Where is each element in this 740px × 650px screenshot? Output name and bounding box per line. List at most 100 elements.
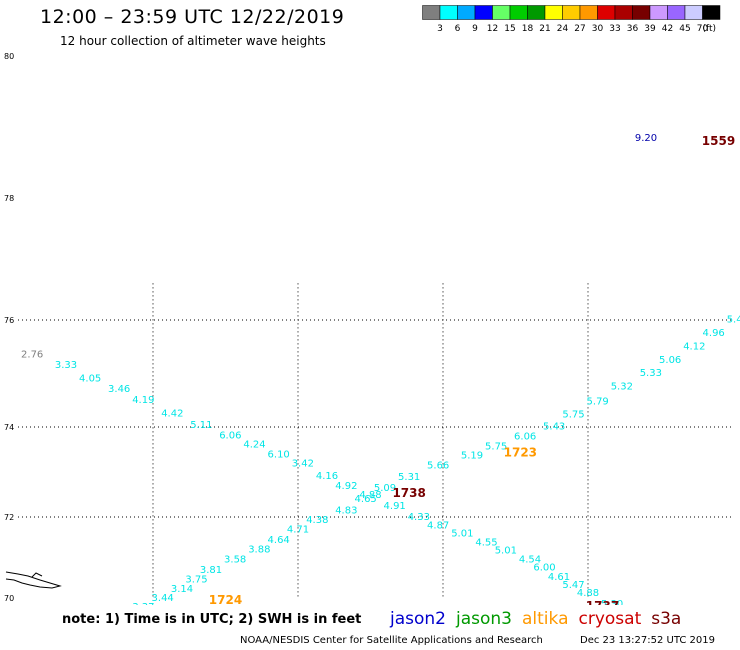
chart-title: 12:00 – 23:59 UTC 12/22/2019 <box>40 6 345 28</box>
wave-height-colorbar: 3 6 9 12 15 18 21 24 27 30 33 36 39 42 45 70(ft) <box>422 5 721 34</box>
wave-height-value: 5.06 <box>659 355 681 366</box>
pass-time-label: 1738 <box>392 486 425 500</box>
mission-cryosat: cryosat <box>578 609 642 629</box>
x-tick-label: 45 <box>728 604 738 605</box>
colorbar-label: 24 <box>557 24 569 34</box>
wave-height-value: 5.75 <box>485 442 507 453</box>
wave-height-value: 4.64 <box>268 535 290 546</box>
colorbar-label: 45 <box>679 24 690 34</box>
colorbar-swatch <box>702 5 721 20</box>
x-tick-label: 36 <box>293 604 303 605</box>
mission-altika: altika <box>522 609 569 629</box>
colorbar-label: 27 <box>574 24 585 34</box>
chart-subtitle: 12 hour collection of altimeter wave hei… <box>60 34 326 48</box>
colorbar-label: 42 <box>662 24 673 34</box>
wave-height-value: 4.16 <box>316 471 338 482</box>
wave-height-value: 3.42 <box>292 459 314 470</box>
wave-height-value: 5.01 <box>451 528 473 539</box>
wave-height-value: 4.87 <box>427 520 449 531</box>
wave-height-value: 4.83 <box>335 505 357 516</box>
wave-height-value: 4.55 <box>475 537 497 548</box>
colorbar-label: 36 <box>627 24 639 34</box>
colorbar-label: 6 <box>455 24 461 34</box>
colorbar-label: (ft) <box>702 24 716 34</box>
altimeter-map-plot: 30 33 36 39 42 45 70 72 74 76 78 80 2.76 3.334.05 3.4… <box>3 52 740 605</box>
wave-height-value: 4.65 <box>355 494 377 505</box>
wave-height-value: 5.01 <box>495 545 517 556</box>
wave-height-value: 3.75 <box>185 575 207 586</box>
wave-height-value: 3.37 <box>132 602 154 605</box>
y-tick-label: 72 <box>4 513 14 522</box>
wave-height-value: 3.81 <box>200 565 222 576</box>
wave-height-value: 5.31 <box>398 472 420 483</box>
wave-height-value: 4.88 <box>359 490 381 501</box>
wave-height-value: 5.32 <box>611 382 633 393</box>
y-tick-label: 76 <box>4 316 14 325</box>
wave-height-value: 5.40 <box>727 315 740 326</box>
wave-height-value: 4.12 <box>683 341 705 352</box>
y-tick-label: 70 <box>4 594 14 603</box>
mission-jason3: jason3 <box>456 609 512 629</box>
colorbar-label: 18 <box>522 24 534 34</box>
wave-height-value: 6.06 <box>514 432 536 443</box>
wave-height-value: 5.47 <box>562 580 584 591</box>
wave-height-value: 4.54 <box>519 554 541 565</box>
x-tick-label: 30 <box>3 604 13 605</box>
mission-legend: jason2 jason3 altika cryosat s3a <box>390 609 691 629</box>
wave-height-value: 4.42 <box>161 408 183 419</box>
wave-height-value: 6.10 <box>268 450 290 461</box>
colorbar-label: 70 <box>697 24 709 34</box>
wave-height-value: 5.33 <box>640 368 662 379</box>
wave-height-value: 3.14 <box>171 584 193 595</box>
wave-height-value: 4.71 <box>287 524 309 535</box>
wave-height-value: 4.38 <box>306 515 328 526</box>
wave-height-value: 4.96 <box>703 328 725 339</box>
wave-height-value: 4.19 <box>132 395 154 406</box>
wave-height-value: 4.92 <box>335 481 357 492</box>
wave-height-value: 5.11 <box>190 420 212 431</box>
x-tick-label: 39 <box>438 604 448 605</box>
wave-height-value: 5.43 <box>543 421 565 432</box>
colorbar-label: 12 <box>487 24 498 34</box>
colorbar-label: 21 <box>539 24 550 34</box>
wave-height-value: 6.00 <box>533 562 555 573</box>
credit-line: NOAA/NESDIS Center for Satellite Applica… <box>240 635 543 646</box>
colorbar-label: 30 <box>592 24 604 34</box>
wave-height-value: 5.66 <box>427 460 449 471</box>
colorbar-label: 15 <box>504 24 515 34</box>
pass-time-label: 1737 <box>586 599 619 605</box>
mission-jason2: jason2 <box>390 609 446 629</box>
pass-time-label: 1723 <box>504 445 537 459</box>
coastline <box>5 571 62 589</box>
wave-height-value: 3.88 <box>248 545 270 556</box>
wave-height-value: 4.33 <box>408 512 430 523</box>
pass-time-label: 1724 <box>209 593 242 605</box>
wave-height-value: 5.75 <box>562 409 584 420</box>
wave-height-value: 5.30 <box>601 599 623 605</box>
wave-height-value: 5.09 <box>374 483 396 494</box>
wave-height-value: 6.06 <box>219 430 241 441</box>
wave-height-value: 5.19 <box>461 451 483 462</box>
y-tick-label: 80 <box>4 52 14 61</box>
wave-height-value: 3.58 <box>224 554 246 565</box>
wave-height-value: 3.46 <box>108 384 130 395</box>
colorbar-label: 39 <box>644 24 656 34</box>
wave-height-value: 5.79 <box>587 397 609 408</box>
wave-height-value: 4.61 <box>548 572 570 583</box>
x-tick-label: 42 <box>583 604 593 605</box>
generated-timestamp: Dec 23 13:27:52 UTC 2019 <box>580 635 715 646</box>
colorbar-label: 9 <box>472 24 478 34</box>
colorbar-label: 3 <box>437 24 443 34</box>
footnote: note: 1) Time is in UTC; 2) SWH is in fe… <box>62 612 362 627</box>
wave-height-value: 4.05 <box>79 374 101 385</box>
wave-height-value: 3.33 <box>55 360 77 371</box>
wave-height-value: 4.88 <box>577 588 599 599</box>
pass-time-label: 1559 <box>702 134 735 148</box>
wave-height-value: 9.20 <box>635 133 657 144</box>
y-tick-label: 78 <box>4 194 14 203</box>
colorbar-label: 33 <box>609 24 620 34</box>
mission-s3a: s3a <box>651 609 682 629</box>
y-tick-label: 74 <box>4 423 14 432</box>
x-tick-label: 33 <box>148 604 158 605</box>
wave-height-value: 3.44 <box>152 593 174 604</box>
